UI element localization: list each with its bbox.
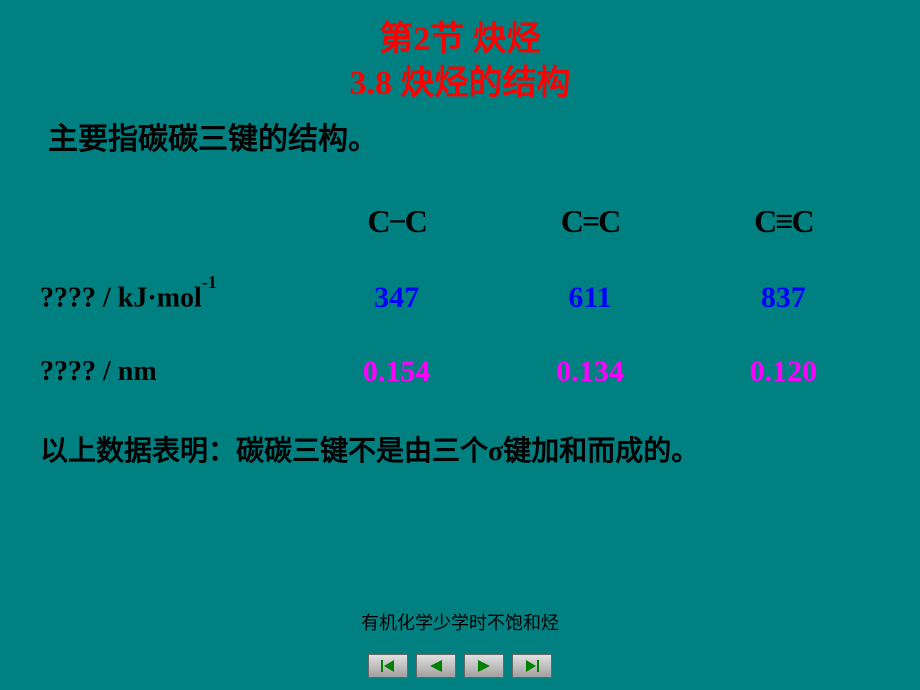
header-single-bond: C−C xyxy=(300,203,493,240)
footer-text: 有机化学少学时不饱和烃 xyxy=(0,609,920,635)
nav-next-button[interactable] xyxy=(464,654,504,678)
nav-prev-icon xyxy=(428,659,444,673)
length-row: ???? / nm 0.154 0.134 0.120 xyxy=(40,355,880,389)
title-line-1: 第2节 炔烃 xyxy=(0,18,920,62)
header-double-bond: C=C xyxy=(493,203,686,240)
energy-label-suffix: mol xyxy=(157,283,202,314)
nav-last-icon xyxy=(524,659,540,673)
length-triple: 0.120 xyxy=(687,355,880,389)
bond-data-table: C−C C=C C≡C ???? / kJ·mol-1 347 611 837 … xyxy=(0,203,920,388)
energy-label: ???? / kJ·mol-1 xyxy=(40,280,300,314)
energy-row: ???? / kJ·mol-1 347 611 837 xyxy=(40,280,880,314)
nav-last-button[interactable] xyxy=(512,654,552,678)
nav-first-button[interactable] xyxy=(368,654,408,678)
length-single: 0.154 xyxy=(300,355,493,389)
nav-prev-button[interactable] xyxy=(416,654,456,678)
energy-single: 347 xyxy=(300,281,493,315)
title-line-2: 3.8 炔烃的结构 xyxy=(0,62,920,106)
length-label: ???? / nm xyxy=(40,356,300,388)
title-section: 第2节 炔烃 3.8 炔烃的结构 xyxy=(0,0,920,106)
subtitle: 主要指碳碳三键的结构。 xyxy=(48,114,920,158)
energy-triple: 837 xyxy=(687,281,880,315)
nav-next-icon xyxy=(476,659,492,673)
energy-label-prefix: ???? / kJ xyxy=(40,283,147,314)
header-triple-bond: C≡C xyxy=(687,203,880,240)
energy-double: 611 xyxy=(493,281,686,315)
length-double: 0.134 xyxy=(493,355,686,389)
nav-buttons xyxy=(0,654,920,678)
energy-label-super: -1 xyxy=(202,272,217,292)
energy-label-dot: · xyxy=(147,283,156,314)
header-row: C−C C=C C≡C xyxy=(40,203,880,240)
conclusion-text: 以上数据表明：碳碳三键不是由三个σ键加和而成的。 xyxy=(40,429,920,469)
nav-first-icon xyxy=(380,659,396,673)
